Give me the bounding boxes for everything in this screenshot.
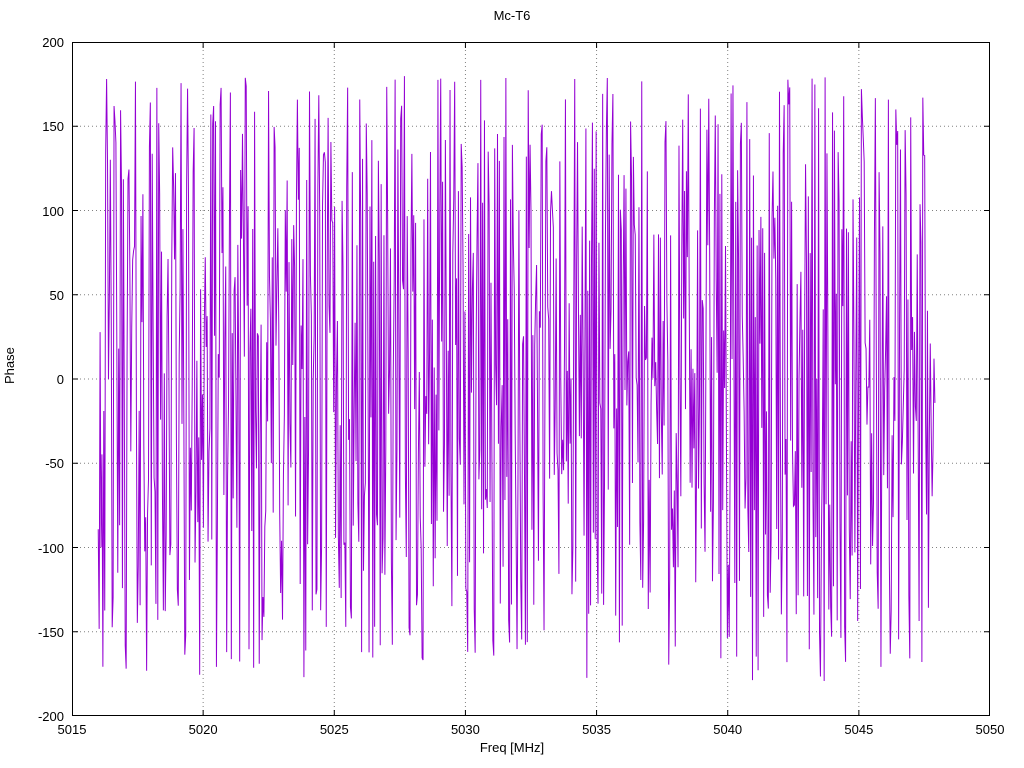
y-tick-label: -150 (37, 624, 64, 640)
x-tick-label: 5030 (450, 722, 480, 737)
x-tick-label: 5040 (713, 722, 743, 737)
x-tick-label: 5015 (57, 722, 87, 737)
y-tick-label: -50 (45, 456, 64, 472)
plot-border (72, 42, 990, 716)
y-tick-label: 0 (56, 372, 64, 387)
y-axis-label: Phase (2, 347, 17, 384)
y-tick-label: 100 (42, 203, 64, 219)
x-tick-label: 5050 (975, 722, 1005, 737)
x-tick-label: 5025 (319, 722, 349, 737)
x-tick-label: 5045 (844, 722, 874, 737)
x-axis-label: Freq [MHz] (479, 740, 545, 755)
chart-title: Mc-T6 (493, 8, 531, 23)
y-tick-label: 150 (42, 119, 64, 135)
x-tick-label: 5035 (582, 722, 612, 737)
y-tick-label: -200 (37, 709, 64, 724)
y-tick-label: -100 (37, 540, 64, 556)
plot-canvas (72, 42, 990, 716)
data-series-line (97, 76, 936, 681)
plot-area (72, 42, 990, 716)
x-tick-label: 5020 (188, 722, 218, 737)
y-tick-label: 50 (49, 287, 64, 303)
y-tick-label: 200 (42, 35, 64, 50)
